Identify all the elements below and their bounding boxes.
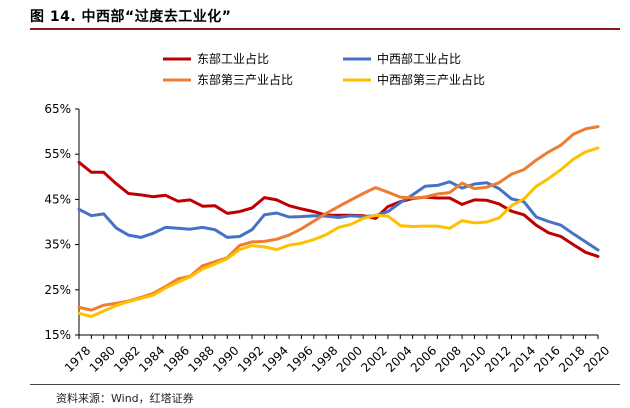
legend-label-4: 中西部第三产业占比 (377, 72, 485, 87)
chart-series-lines (77, 125, 600, 318)
x-tick-label: 1986 (161, 343, 192, 374)
y-tick-label: 15% (44, 328, 71, 342)
x-tick-label: 1998 (309, 343, 340, 374)
y-tick-label: 65% (44, 102, 71, 116)
y-tick-label: 55% (44, 147, 71, 161)
chart-axes: 15%25%35%45%55%65%1978198019821984198619… (44, 102, 612, 375)
title-divider (30, 28, 620, 30)
y-tick-label: 35% (44, 238, 71, 252)
x-tick-label: 2018 (556, 343, 587, 374)
source-divider (30, 384, 620, 385)
x-tick-label: 1994 (260, 343, 291, 374)
x-tick-label: 1980 (87, 343, 118, 374)
series-line-4 (77, 146, 600, 318)
legend-label-2: 中西部工业占比 (377, 51, 461, 66)
x-tick-label: 1988 (185, 343, 216, 374)
x-tick-label: 2000 (334, 343, 365, 374)
x-tick-label: 2004 (383, 343, 414, 374)
x-tick-label: 1978 (62, 343, 93, 374)
legend-label-1: 东部工业占比 (197, 51, 269, 66)
series-line-1 (77, 160, 600, 258)
x-tick-label: 2012 (482, 343, 513, 374)
x-tick-label: 1992 (235, 343, 266, 374)
y-tick-label: 45% (44, 192, 71, 206)
x-tick-label: 2020 (581, 343, 612, 374)
x-tick-label: 1984 (136, 343, 167, 374)
x-tick-label: 1996 (284, 343, 315, 374)
x-tick-label: 1990 (210, 343, 241, 374)
x-tick-label: 2016 (531, 343, 562, 374)
x-tick-label: 2008 (433, 343, 464, 374)
x-tick-label: 2014 (507, 343, 538, 374)
x-tick-label: 1982 (111, 343, 142, 374)
figure-title: 图 14. 中西部“过度去工业化” (30, 9, 232, 25)
x-tick-label: 2010 (457, 343, 488, 374)
x-tick-label: 2006 (408, 343, 439, 374)
series-line-2 (77, 180, 600, 252)
legend-label-3: 东部第三产业占比 (197, 72, 293, 87)
x-tick-label: 2002 (358, 343, 389, 374)
y-tick-label: 25% (44, 283, 71, 297)
source-note: 资料来源：Wind，红塔证券 (56, 392, 194, 405)
